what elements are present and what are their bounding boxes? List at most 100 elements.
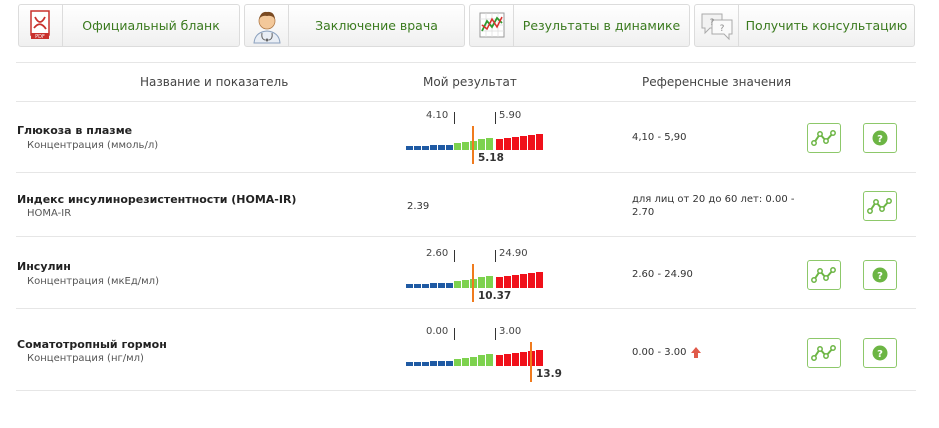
reference-low-tick bbox=[454, 112, 455, 124]
scale-bar-high bbox=[496, 355, 503, 366]
reference-values: для лиц от 20 до 60 лет: 0.00 - 2.70 bbox=[632, 193, 795, 219]
column-header-name: Название и показатель bbox=[140, 75, 289, 89]
scale-bar-low bbox=[438, 361, 445, 366]
scale-bar-high bbox=[520, 352, 527, 366]
scale-bar-high bbox=[528, 135, 535, 150]
divider bbox=[16, 172, 916, 173]
result-scale: 4.10 5.90 5.18 bbox=[406, 110, 546, 170]
scale-bar-normal bbox=[454, 281, 461, 288]
dynamics-chart-button[interactable] bbox=[807, 123, 841, 153]
scale-bar-normal bbox=[462, 357, 469, 366]
help-button[interactable]: ? bbox=[863, 338, 897, 368]
divider bbox=[16, 390, 916, 391]
divider bbox=[16, 62, 916, 63]
dynamics-results-label: Результаты в динамике bbox=[522, 18, 681, 33]
scale-bar-low bbox=[446, 283, 453, 288]
trend-icon bbox=[811, 130, 836, 146]
dynamics-chart-button[interactable] bbox=[863, 191, 897, 221]
dynamics-chart-button[interactable] bbox=[807, 260, 841, 290]
scale-bar-normal bbox=[486, 276, 493, 288]
reference-low-label: 2.60 bbox=[426, 248, 449, 259]
scale-bar-low bbox=[438, 145, 445, 150]
get-consultation-button[interactable]: ? ? Получить консультацию bbox=[694, 4, 915, 47]
question-icon: ? bbox=[872, 267, 888, 283]
arrow-up-icon bbox=[691, 347, 701, 358]
scale-bar-low bbox=[406, 362, 413, 366]
scale-bar-high bbox=[520, 136, 527, 150]
scale-bar-normal bbox=[470, 356, 477, 366]
column-header-reference: Референсные значения bbox=[642, 75, 792, 89]
parameter-subtitle: Концентрация (ммоль/л) bbox=[27, 140, 159, 151]
parameter-name: Соматотропный гормон bbox=[17, 338, 167, 351]
scale-bar-low bbox=[422, 146, 429, 150]
chart-icon bbox=[470, 5, 514, 46]
svg-text:?: ? bbox=[877, 349, 883, 360]
scale-bar-low bbox=[414, 284, 421, 288]
scale-bar-normal bbox=[462, 141, 469, 150]
scale-bar-normal bbox=[454, 143, 461, 150]
parameter-subtitle: HOMA-IR bbox=[27, 208, 72, 219]
scale-bar-normal bbox=[462, 279, 469, 288]
help-button[interactable]: ? bbox=[863, 260, 897, 290]
reference-values: 4,10 - 5,90 bbox=[632, 132, 687, 143]
scale-bar-low bbox=[446, 361, 453, 366]
column-header-result: Мой результат bbox=[423, 75, 517, 89]
dynamics-results-button[interactable]: Результаты в динамике bbox=[469, 4, 690, 47]
svg-text:?: ? bbox=[877, 271, 883, 282]
parameter-name: Инсулин bbox=[17, 260, 71, 273]
reference-high-tick bbox=[495, 328, 496, 340]
trend-icon bbox=[867, 198, 892, 214]
result-marker bbox=[472, 264, 474, 302]
official-form-label: Официальный бланк bbox=[82, 18, 220, 33]
scale-bar-high bbox=[504, 138, 511, 150]
reference-high-label: 3.00 bbox=[499, 326, 522, 337]
reference-values: 2.60 - 24.90 bbox=[632, 269, 693, 280]
scale-bar-low bbox=[430, 283, 437, 288]
reference-high-tick bbox=[495, 112, 496, 124]
result-marker bbox=[472, 126, 474, 164]
result-marker bbox=[530, 342, 532, 382]
svg-text:?: ? bbox=[710, 18, 715, 28]
trend-icon bbox=[811, 345, 836, 361]
doctor-conclusion-button[interactable]: Заключение врача bbox=[244, 4, 465, 47]
scale-bar-normal bbox=[478, 355, 485, 366]
dynamics-chart-button[interactable] bbox=[807, 338, 841, 368]
svg-text:?: ? bbox=[877, 134, 883, 145]
scale-bar-low bbox=[430, 361, 437, 366]
divider bbox=[16, 236, 916, 237]
scale-bar-low bbox=[414, 362, 421, 366]
result-value: 13.9 bbox=[536, 368, 562, 380]
scale-bar-low bbox=[446, 145, 453, 150]
scale-bar-low bbox=[406, 146, 413, 150]
result-scale: 0.00 3.00 13.9 bbox=[406, 326, 562, 386]
scale-bar-low bbox=[422, 362, 429, 366]
scale-bar-low bbox=[430, 145, 437, 150]
scale-bar-high bbox=[512, 275, 519, 288]
scale-bar-high bbox=[504, 276, 511, 288]
scale-bar-normal bbox=[478, 139, 485, 150]
result-value: 2.39 bbox=[407, 201, 430, 212]
doctor-conclusion-label: Заключение врача bbox=[315, 18, 438, 33]
result-value: 10.37 bbox=[478, 290, 512, 302]
scale-bar-high bbox=[504, 354, 511, 366]
help-button[interactable]: ? bbox=[863, 123, 897, 153]
divider bbox=[16, 101, 916, 102]
scale-bar-high bbox=[512, 137, 519, 150]
reference-values: 0.00 - 3.00 bbox=[632, 347, 687, 358]
pdf-icon: PDF bbox=[19, 5, 63, 46]
official-form-button[interactable]: PDF Официальный бланк bbox=[18, 4, 240, 47]
get-consultation-label: Получить консультацию bbox=[745, 18, 908, 33]
scale-bar-high bbox=[528, 273, 535, 288]
question-icon: ? bbox=[872, 345, 888, 361]
svg-text:PDF: PDF bbox=[35, 34, 45, 40]
reference-low-label: 0.00 bbox=[426, 326, 449, 337]
scale-bar-low bbox=[414, 146, 421, 150]
scale-bar-normal bbox=[478, 277, 485, 288]
scale-bar-high bbox=[536, 134, 543, 150]
svg-text:?: ? bbox=[720, 24, 725, 34]
reference-line: для лиц от 20 до 60 лет: 0.00 - bbox=[632, 194, 795, 205]
reference-high-label: 24.90 bbox=[499, 248, 528, 259]
reference-high-label: 5.90 bbox=[499, 110, 522, 121]
divider bbox=[16, 308, 916, 309]
reference-line: 2.70 bbox=[632, 207, 655, 218]
